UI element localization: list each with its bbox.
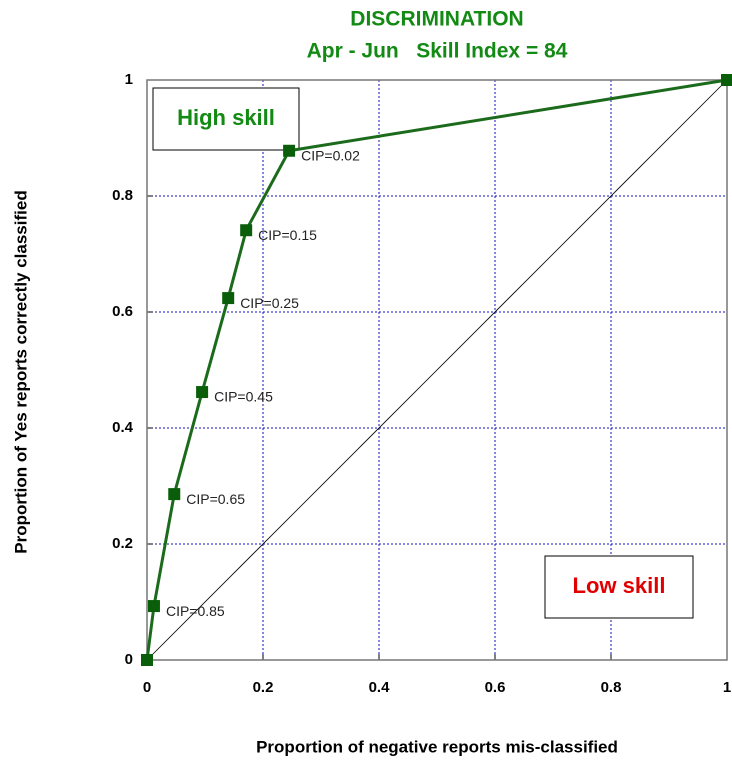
point-label: CIP=0.15 xyxy=(258,227,317,243)
x-tick-label: 0.8 xyxy=(601,679,622,696)
x-axis-title: Proportion of negative reports mis-class… xyxy=(256,737,618,756)
chart-subtitle: Apr - Jun Skill Index = 84 xyxy=(307,40,568,63)
chart-title: DISCRIMINATION xyxy=(350,8,523,31)
data-point xyxy=(147,600,160,613)
annotation-box xyxy=(544,555,694,619)
point-label: CIP=0.25 xyxy=(240,295,299,311)
x-tick-label: 1 xyxy=(723,679,731,696)
data-point xyxy=(240,224,253,237)
x-tick-label: 0.2 xyxy=(253,679,274,696)
data-point xyxy=(222,292,235,305)
y-tick-label: 0 xyxy=(125,651,133,668)
y-tick-label: 0.8 xyxy=(112,187,133,204)
series-line xyxy=(145,78,728,661)
point-label: CIP=0.85 xyxy=(166,603,225,619)
data-point xyxy=(141,654,153,666)
y-tick-label: 0.4 xyxy=(112,419,134,436)
y-tick-label: 0.6 xyxy=(112,303,133,320)
reference-diagonal xyxy=(146,79,728,661)
annotation-text: Low skill xyxy=(573,573,666,598)
point-label: CIP=0.65 xyxy=(186,491,245,507)
data-point xyxy=(196,386,209,399)
point-label: CIP=0.02 xyxy=(301,147,360,163)
annotation-text: High skill xyxy=(177,105,275,130)
y-tick-label: 0.2 xyxy=(112,535,133,552)
x-tick-label: 0.6 xyxy=(485,679,506,696)
point-label: CIP=0.45 xyxy=(214,389,273,405)
data-point xyxy=(168,488,181,501)
y-axis-title: Proportion of Yes reports correctly clas… xyxy=(11,190,30,553)
plot-frame xyxy=(146,79,728,661)
data-point xyxy=(721,74,732,86)
x-tick-label: 0 xyxy=(143,679,151,696)
data-point xyxy=(283,144,296,157)
x-tick-label: 0.4 xyxy=(369,679,391,696)
y-tick-label: 1 xyxy=(125,71,133,88)
annotation-box xyxy=(152,87,300,151)
